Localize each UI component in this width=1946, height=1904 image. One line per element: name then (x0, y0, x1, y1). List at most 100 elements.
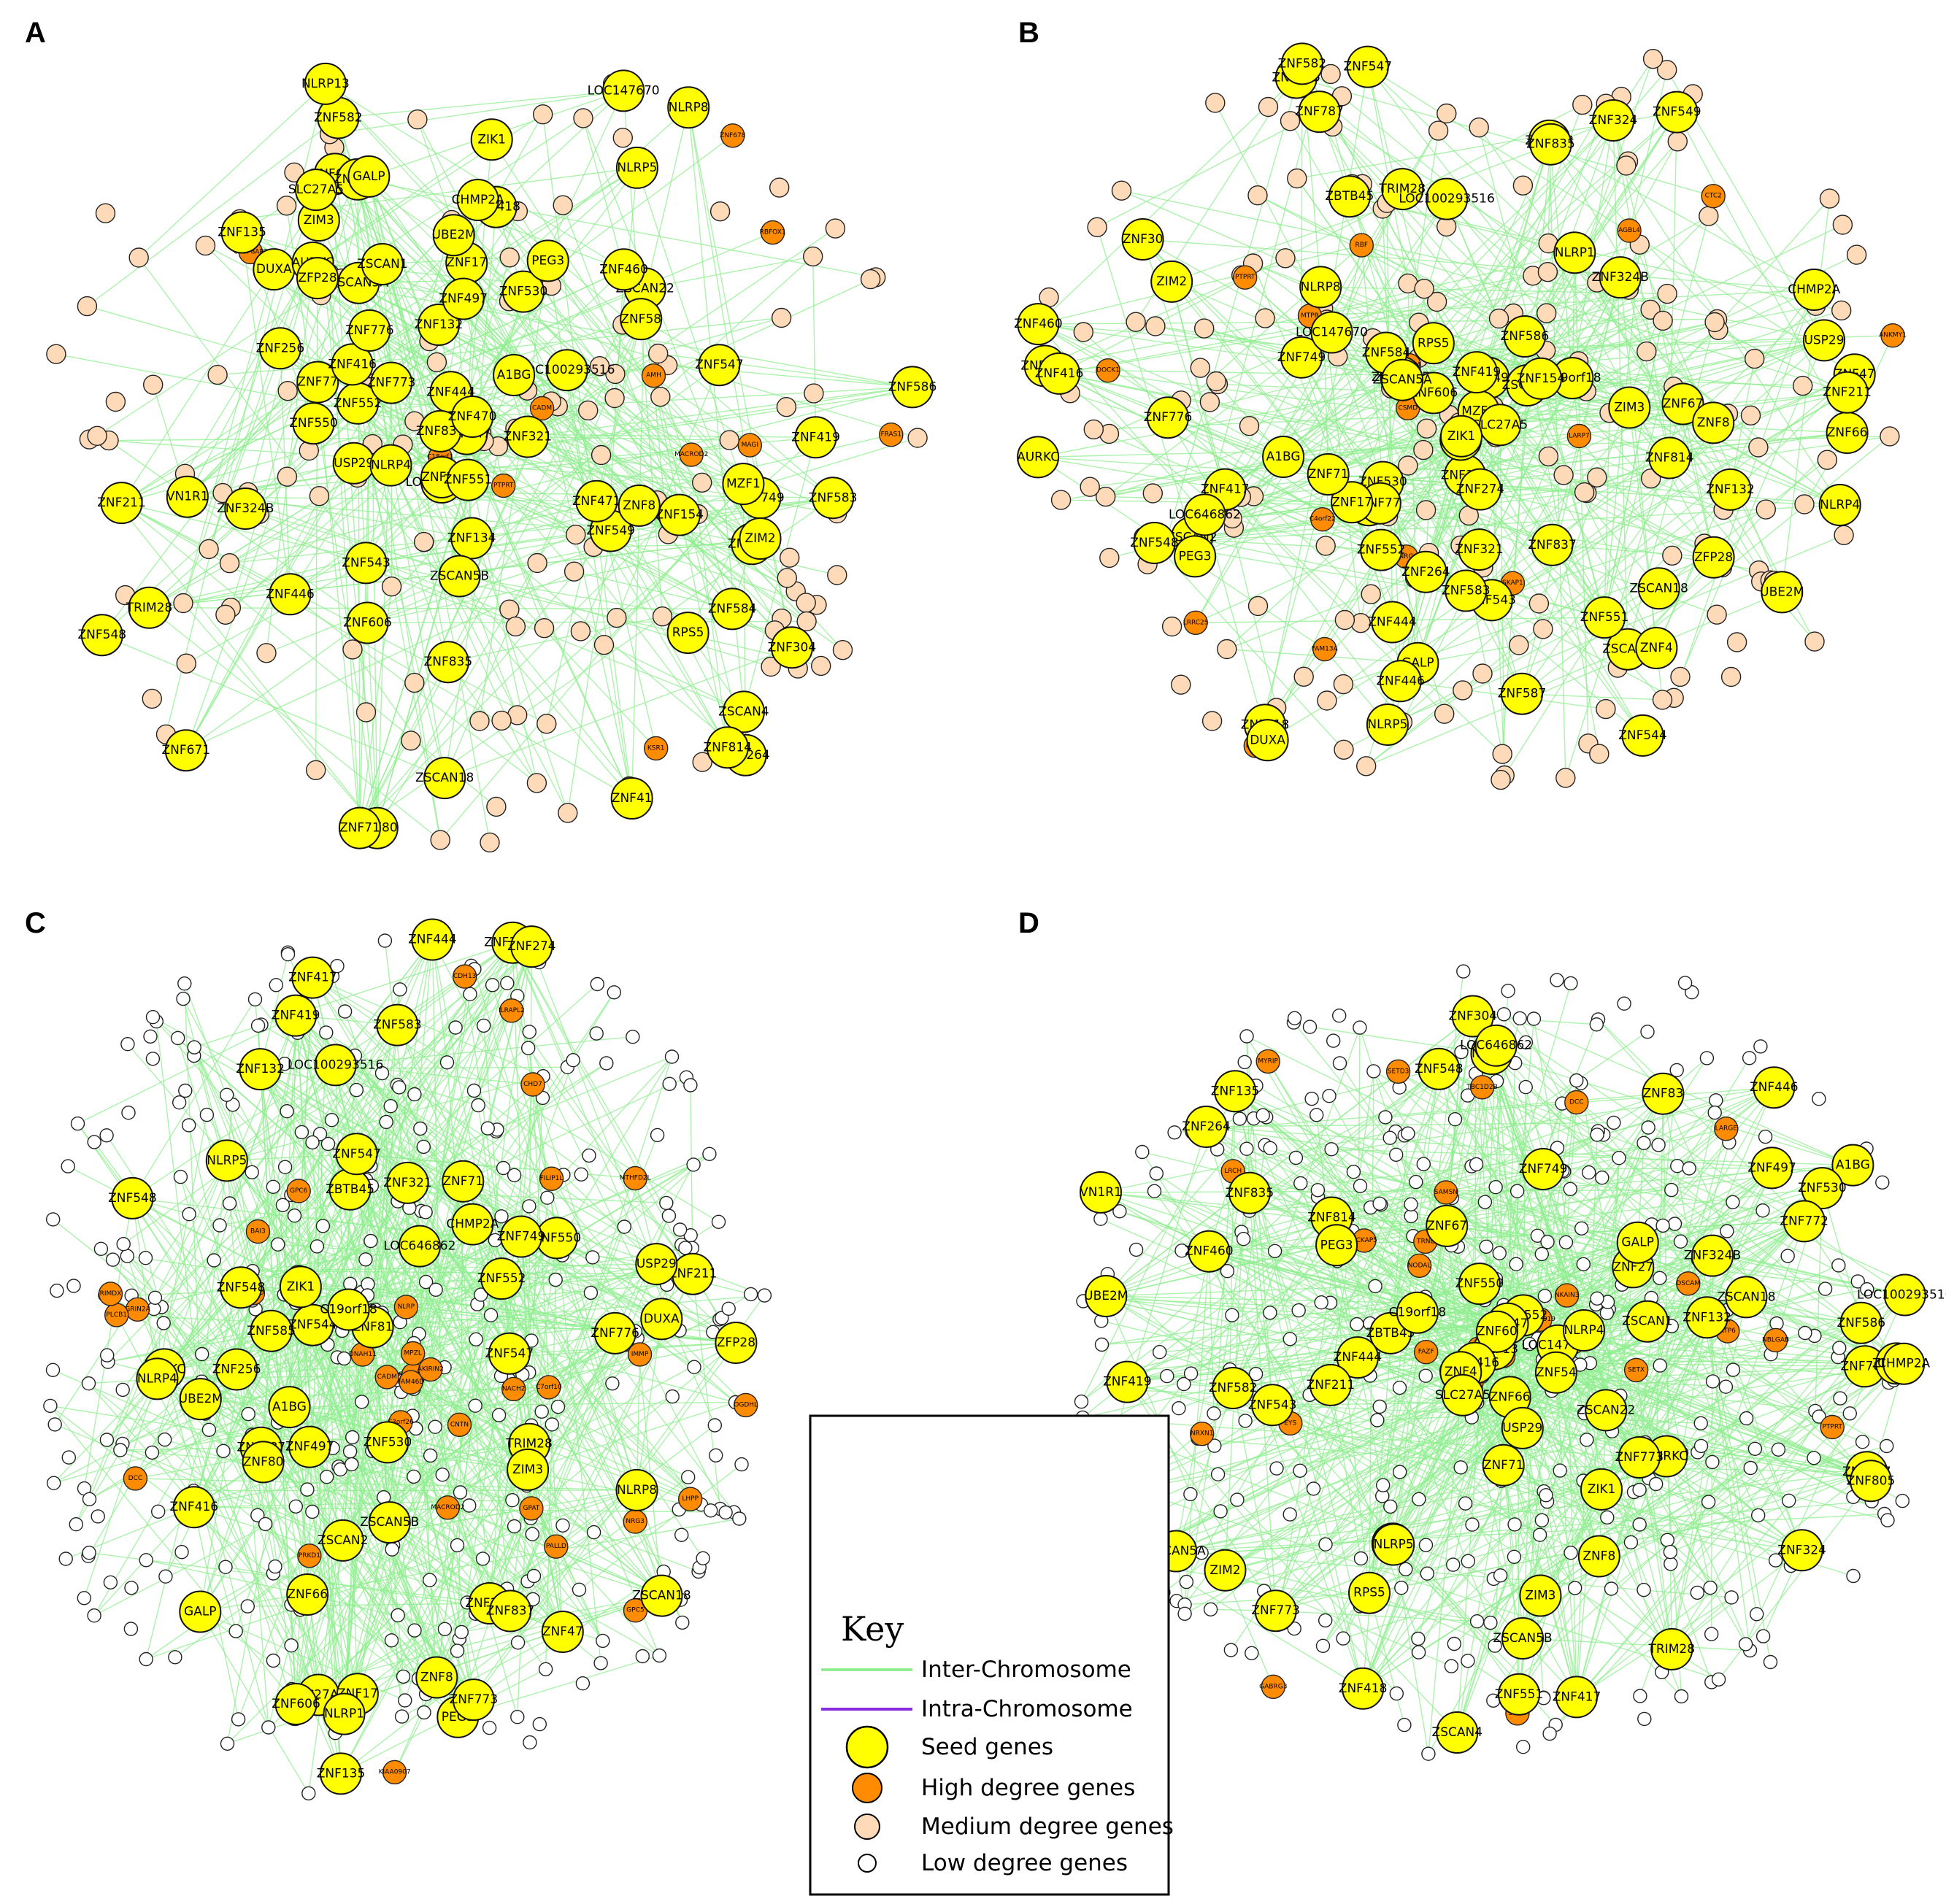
seed-gene-label: ZNF547 (485, 1346, 534, 1361)
medium-degree-node (1080, 477, 1100, 497)
seed-gene-label: ZNF549 (586, 524, 635, 539)
high-gene-label: NRXN1 (1191, 1430, 1214, 1438)
seed-gene-node (1692, 536, 1735, 579)
seed-gene-label: ZIK1 (477, 132, 506, 147)
seed-gene-label: ZBTB45 (1325, 189, 1374, 204)
seed-gene-label: ZNF606 (272, 1697, 320, 1711)
interaction-edge (547, 261, 630, 787)
high-gene-label: AKIRIN2 (418, 1366, 444, 1373)
low-degree-node (1461, 1654, 1475, 1668)
high-gene-label: PLCB1 (106, 1311, 127, 1319)
low-degree-node (1282, 1507, 1297, 1522)
low-degree-node (1412, 1492, 1426, 1507)
medium-degree-node (802, 246, 823, 267)
seed-gene-label: ZSCAN22 (1577, 1403, 1635, 1417)
seed-gene-node (575, 479, 618, 523)
seed-gene-label: ZNF550 (1455, 1276, 1504, 1291)
seed-gene-label: ZNF582 (1278, 56, 1327, 71)
seed-gene-node (1553, 231, 1596, 274)
seed-gene-label: ZNF419 (1103, 1375, 1152, 1390)
interaction-edge (567, 531, 612, 814)
seed-gene-label: RPS5 (1418, 336, 1450, 350)
low-degree-node (1382, 1130, 1397, 1145)
interaction-edge (317, 382, 361, 828)
seed-gene-label: ZNF497 (285, 1440, 334, 1454)
seed-gene-node (470, 118, 513, 161)
low-degree-node (46, 1476, 61, 1490)
low-degree-node (596, 1633, 610, 1649)
seed-gene-label: PEG3 (1179, 549, 1212, 563)
medium-degree-node (46, 344, 66, 364)
seed-gene-label: ZNF837 (486, 1604, 535, 1619)
low-degree-node (150, 1504, 166, 1519)
low-degree-node (124, 1581, 139, 1595)
low-degree-node (1749, 1607, 1764, 1622)
low-degree-node (1641, 1120, 1655, 1135)
seed-gene-label: ZNF324B (217, 501, 274, 516)
seed-gene-label: LOC646862 (383, 1239, 455, 1254)
interaction-edge (334, 173, 640, 506)
seed-gene-label: ZNF66 (1827, 425, 1868, 440)
high-gene-label: PTPRT (1235, 274, 1255, 281)
low-degree-node (377, 933, 393, 948)
interaction-edge (1255, 436, 1462, 747)
low-degree-node (1287, 1011, 1302, 1025)
high-gene-label: BAI3 (250, 1228, 266, 1236)
low-degree-node (261, 1720, 276, 1735)
low-degree-node (721, 1301, 736, 1317)
medium-degree-node (87, 425, 107, 446)
seed-gene-node (698, 344, 741, 387)
low-degree-node (116, 1236, 131, 1252)
low-degree-node (545, 1417, 559, 1432)
low-degree-node (1880, 1513, 1895, 1527)
low-degree-node (103, 1575, 118, 1590)
high-degree-node (1312, 636, 1337, 662)
seed-gene-node (426, 641, 469, 684)
seed-gene-node (770, 626, 813, 669)
seed-gene-label: ZNF773 (1251, 1603, 1300, 1618)
low-degree-node (1512, 1011, 1527, 1026)
medium-degree-node (1280, 111, 1301, 131)
panel-b-network: B TRRTMDSCAMFAM13ANRGANKMY1CSMDAGBL4PTPR… (1014, 17, 1907, 790)
seed-gene-label: ZNF497 (1747, 1160, 1796, 1175)
low-degree-node (1394, 1580, 1409, 1595)
seed-gene-label: ZNF274 (507, 939, 556, 954)
seed-gene-node (1793, 269, 1836, 311)
interaction-edge (369, 167, 638, 331)
medium-degree-node (1616, 155, 1637, 176)
seed-gene-label: ZNF547 (695, 358, 744, 372)
seed-gene-label: ZNF264 (1401, 565, 1450, 579)
seed-gene-label: ZNF548 (1130, 536, 1179, 550)
seed-gene-label: CHMP2A (446, 1217, 499, 1232)
low-degree-node (548, 1272, 563, 1287)
interaction-edge (325, 83, 791, 558)
low-degree-node (345, 1430, 360, 1445)
medium-degree-node (1792, 375, 1813, 396)
seed-gene-label: TRIM28 (1648, 1642, 1696, 1657)
medium-degree-node (1320, 63, 1341, 85)
seed-gene-label: ZNF419 (791, 430, 840, 444)
low-degree-node (617, 1219, 631, 1234)
high-gene-label: TBC1D2B (1466, 1084, 1497, 1091)
low-degree-node (757, 1288, 772, 1303)
medium-degree-node (284, 162, 304, 183)
seed-gene-label: ZNF776 (345, 323, 394, 338)
low-degree-node (1239, 1141, 1254, 1156)
low-degree-node (1239, 1029, 1254, 1044)
interaction-edge (645, 255, 813, 290)
seed-gene-label: ZNF552 (334, 396, 382, 411)
seed-gene-label: ZNF837 (416, 424, 465, 439)
interaction-edge (1121, 190, 1840, 506)
high-gene-label: AGBL4 (1618, 227, 1640, 234)
medium-degree-node (1589, 744, 1610, 764)
medium-degree-node (832, 640, 853, 660)
low-degree-node (605, 1376, 620, 1391)
medium-degree-node (1512, 175, 1534, 196)
seed-gene-label: GALP (1621, 1236, 1654, 1250)
low-degree-node (82, 1492, 97, 1507)
medium-degree-node (1536, 303, 1557, 323)
seed-gene-node (456, 179, 499, 221)
medium-degree-node (527, 552, 547, 574)
high-gene-label: FAM13A (1312, 646, 1339, 653)
low-degree-node (1750, 1508, 1766, 1523)
